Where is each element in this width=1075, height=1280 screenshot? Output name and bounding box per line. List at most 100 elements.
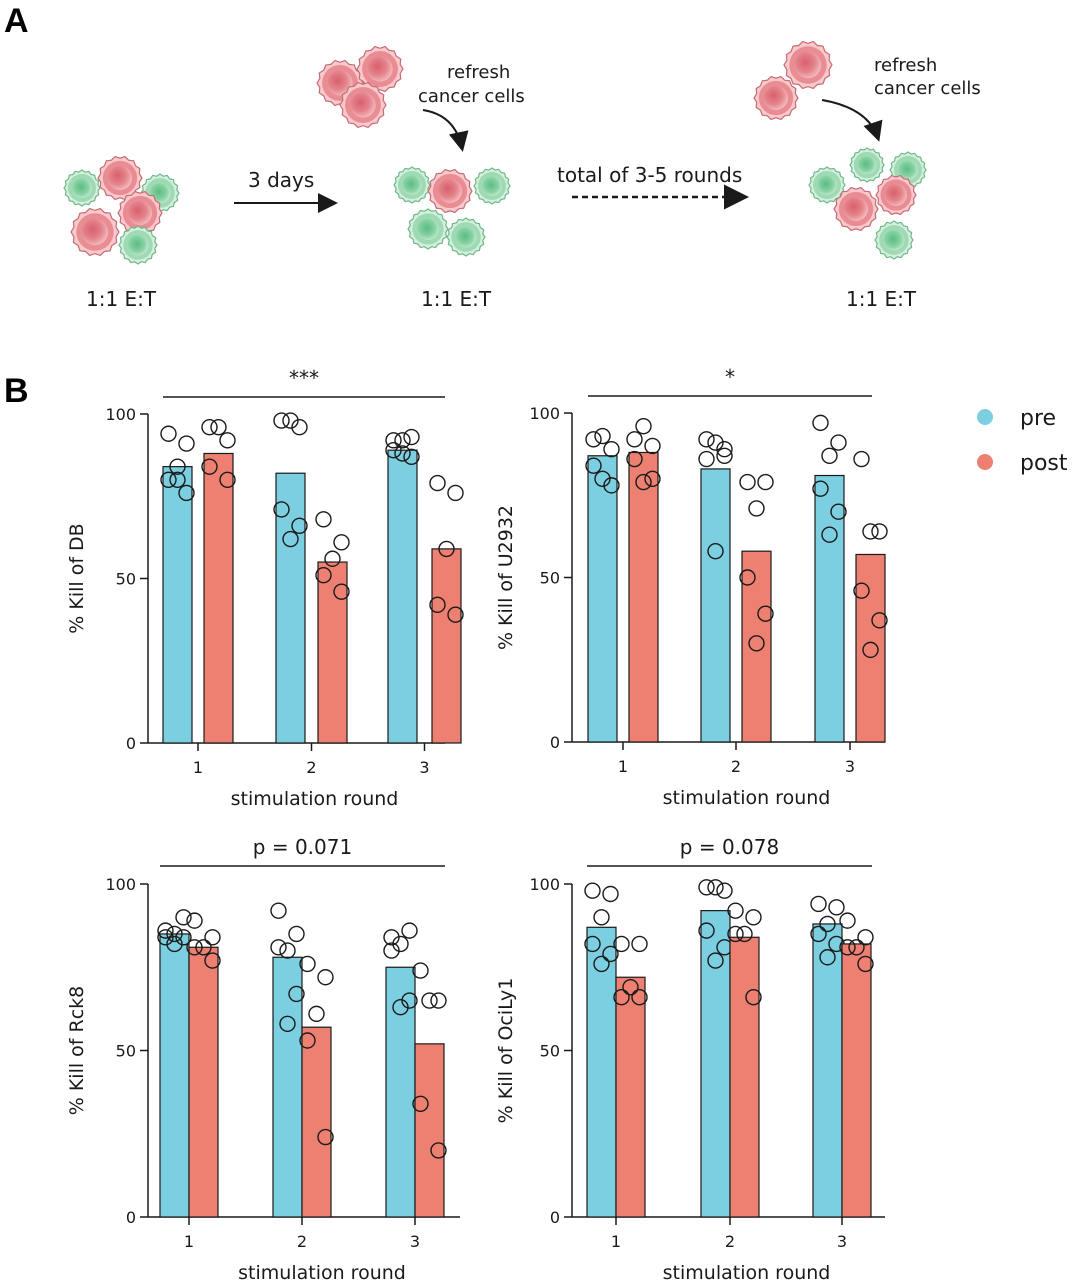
data-point-pre (603, 477, 620, 494)
data-point-post (631, 989, 648, 1006)
data-point-pre (594, 470, 611, 487)
data-point-pre (821, 526, 838, 543)
x-tick-label: 1 (618, 757, 628, 776)
y-tick-label: 0 (550, 733, 560, 752)
data-point-post (635, 417, 652, 435)
data-point-post (299, 955, 316, 973)
data-point-pre (716, 440, 733, 458)
data-point-pre (821, 447, 838, 464)
bar-post-round-2 (301, 1026, 332, 1218)
data-point-pre (698, 879, 715, 896)
data-point-post (447, 484, 464, 502)
data-point-pre (707, 879, 724, 896)
data-point-pre (707, 434, 724, 451)
chart-panel-2: * 0 50 100 % Kill of U2932 stimulation round 1… (495, 365, 888, 809)
data-point-post (727, 925, 744, 943)
data-point-post (839, 912, 856, 929)
x-tick-label: 2 (297, 1232, 307, 1251)
ratio-label-1: 1:1 E:T (86, 287, 157, 311)
x-tick-label: 2 (725, 1232, 735, 1251)
data-point-pre (810, 925, 827, 943)
data-point-post (757, 605, 774, 622)
data-point-post (736, 925, 753, 943)
data-point-pre (385, 432, 402, 449)
data-point-post (635, 473, 652, 491)
data-point-pre (602, 885, 619, 903)
x-axis-label: stimulation round (663, 787, 831, 809)
t-cell-icon (118, 225, 158, 265)
y-tick-label: 100 (529, 404, 560, 423)
x-tick-label: 2 (306, 758, 316, 777)
bar-post-round-2 (317, 561, 348, 744)
t-cell-icon (393, 166, 431, 204)
t-cell-icon (407, 208, 449, 250)
bar-post-round-1 (628, 451, 659, 743)
cancer-cell-icon (783, 40, 833, 90)
data-point-pre (401, 922, 418, 939)
data-point-post (317, 969, 334, 986)
x-tick-label: 1 (193, 758, 203, 777)
t-cell-icon (874, 220, 914, 260)
data-point-pre (157, 922, 174, 939)
cancer-cell-icon (97, 155, 143, 201)
y-axis-label: % Kill of OciLy1 (495, 978, 517, 1124)
data-point-post (186, 939, 203, 956)
bar-post-round-1 (203, 452, 234, 744)
data-point-pre (169, 471, 186, 488)
data-point-post (745, 989, 762, 1006)
chart-panel-1: *** 0 50 100 % Kill of DB stimulation round 1 2… (66, 366, 464, 810)
data-point-post (430, 1142, 447, 1159)
cancer-cell-icon (833, 186, 879, 232)
significance-label: * (725, 365, 735, 389)
bar-post-round-2 (729, 936, 760, 1218)
bar-post-round-1 (188, 946, 219, 1218)
data-point-pre (593, 955, 610, 973)
cancer-cell-icon (753, 75, 799, 121)
data-point-pre (594, 427, 611, 445)
bar-pre-round-3 (814, 474, 845, 743)
data-point-post (626, 431, 643, 448)
arrow-label-rounds: total of 3-5 rounds (557, 163, 742, 187)
data-point-post (739, 569, 756, 586)
data-point-pre (166, 925, 183, 943)
data-point-pre (603, 440, 620, 458)
bar-pre-round-2 (272, 956, 303, 1218)
t-cell-icon (473, 167, 511, 205)
bar-pre-round-1 (587, 455, 618, 743)
data-point-pre (160, 425, 177, 442)
data-point-post (210, 418, 227, 436)
data-point-post (315, 511, 332, 528)
significance-label: p = 0.071 (253, 835, 352, 859)
bar-post-round-2 (741, 550, 772, 743)
bar-pre-round-1 (586, 926, 617, 1218)
legend-label-post: post (1020, 451, 1068, 476)
x-axis-label: stimulation round (231, 788, 399, 810)
bar-pre-round-3 (387, 449, 418, 744)
x-axis-label: stimulation round (663, 1262, 831, 1280)
chart-panel-3: p = 0.071 0 50 100 % Kill of Rck8 stimulation… (66, 835, 460, 1280)
data-point-post (862, 523, 879, 540)
refresh-label-2b: cancer cells (874, 78, 981, 99)
data-point-pre (403, 428, 420, 446)
bar-pre-round-3 (812, 923, 843, 1218)
y-axis-label: % Kill of Rck8 (66, 986, 88, 1116)
bar-pre-round-1 (159, 933, 190, 1218)
x-tick-label: 3 (410, 1232, 420, 1251)
refresh-label-1b: cancer cells (418, 86, 525, 107)
data-point-pre (175, 909, 192, 926)
refresh-label-1a: refresh (447, 62, 510, 83)
data-point-pre (812, 480, 829, 497)
data-point-post (853, 582, 870, 599)
data-point-pre (279, 1015, 296, 1033)
legend-swatch-pre (977, 409, 993, 425)
data-point-post (727, 902, 744, 919)
t-cell-icon (849, 147, 885, 183)
data-point-post (438, 540, 455, 558)
data-point-pre (273, 412, 290, 429)
data-point-post (429, 474, 446, 492)
data-point-post (857, 929, 874, 946)
cancer-cell-icon (339, 81, 387, 129)
data-point-pre (291, 517, 308, 535)
